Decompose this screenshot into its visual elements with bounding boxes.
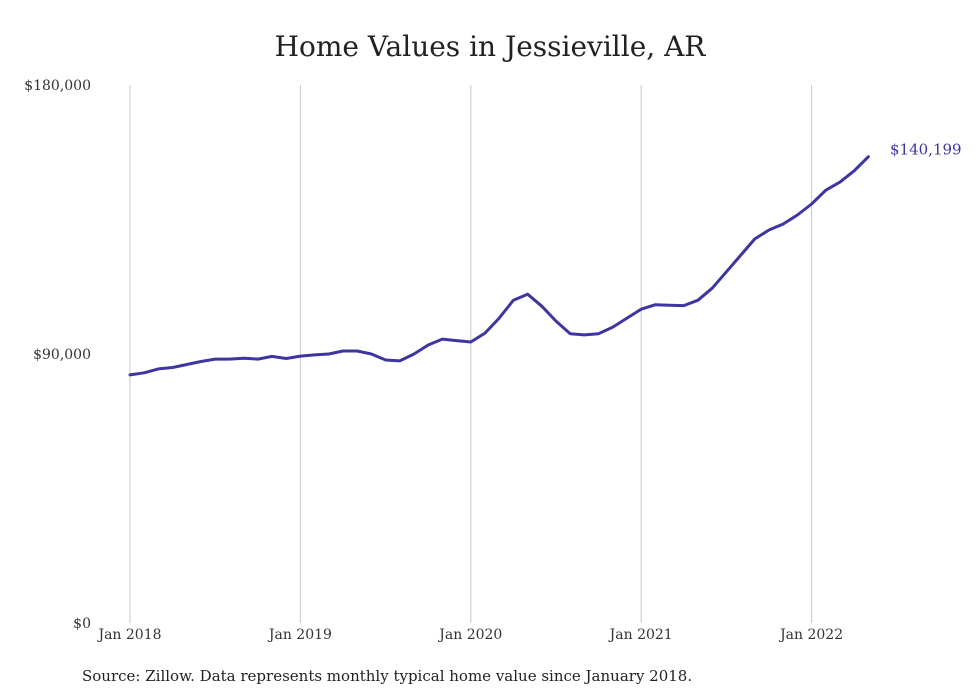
series-line bbox=[128, 155, 870, 377]
y-tick-label: $180,000 bbox=[24, 78, 91, 94]
x-gridlines bbox=[129, 85, 813, 623]
x-tick-label: Jan 2019 bbox=[267, 627, 332, 643]
source-note: Source: Zillow. Data represents monthly … bbox=[82, 667, 693, 685]
y-axis-ticks: $0 $90,000 $180,000 bbox=[24, 78, 91, 632]
x-axis-ticks: Jan 2018 Jan 2019 Jan 2020 Jan 2021 Jan 2022 bbox=[96, 627, 843, 643]
series-lines bbox=[128, 155, 870, 377]
y-tick-label: $0 bbox=[73, 616, 91, 632]
x-tick-label: Jan 2022 bbox=[778, 627, 843, 643]
chart-title: Home Values in Jessieville, AR bbox=[274, 30, 706, 63]
x-tick-label: Jan 2021 bbox=[608, 627, 673, 643]
x-tick-label: Jan 2020 bbox=[437, 627, 502, 643]
y-tick-label: $90,000 bbox=[33, 347, 91, 363]
x-tick-label: Jan 2018 bbox=[96, 627, 161, 643]
end-value-label: $140,199 bbox=[890, 141, 962, 159]
